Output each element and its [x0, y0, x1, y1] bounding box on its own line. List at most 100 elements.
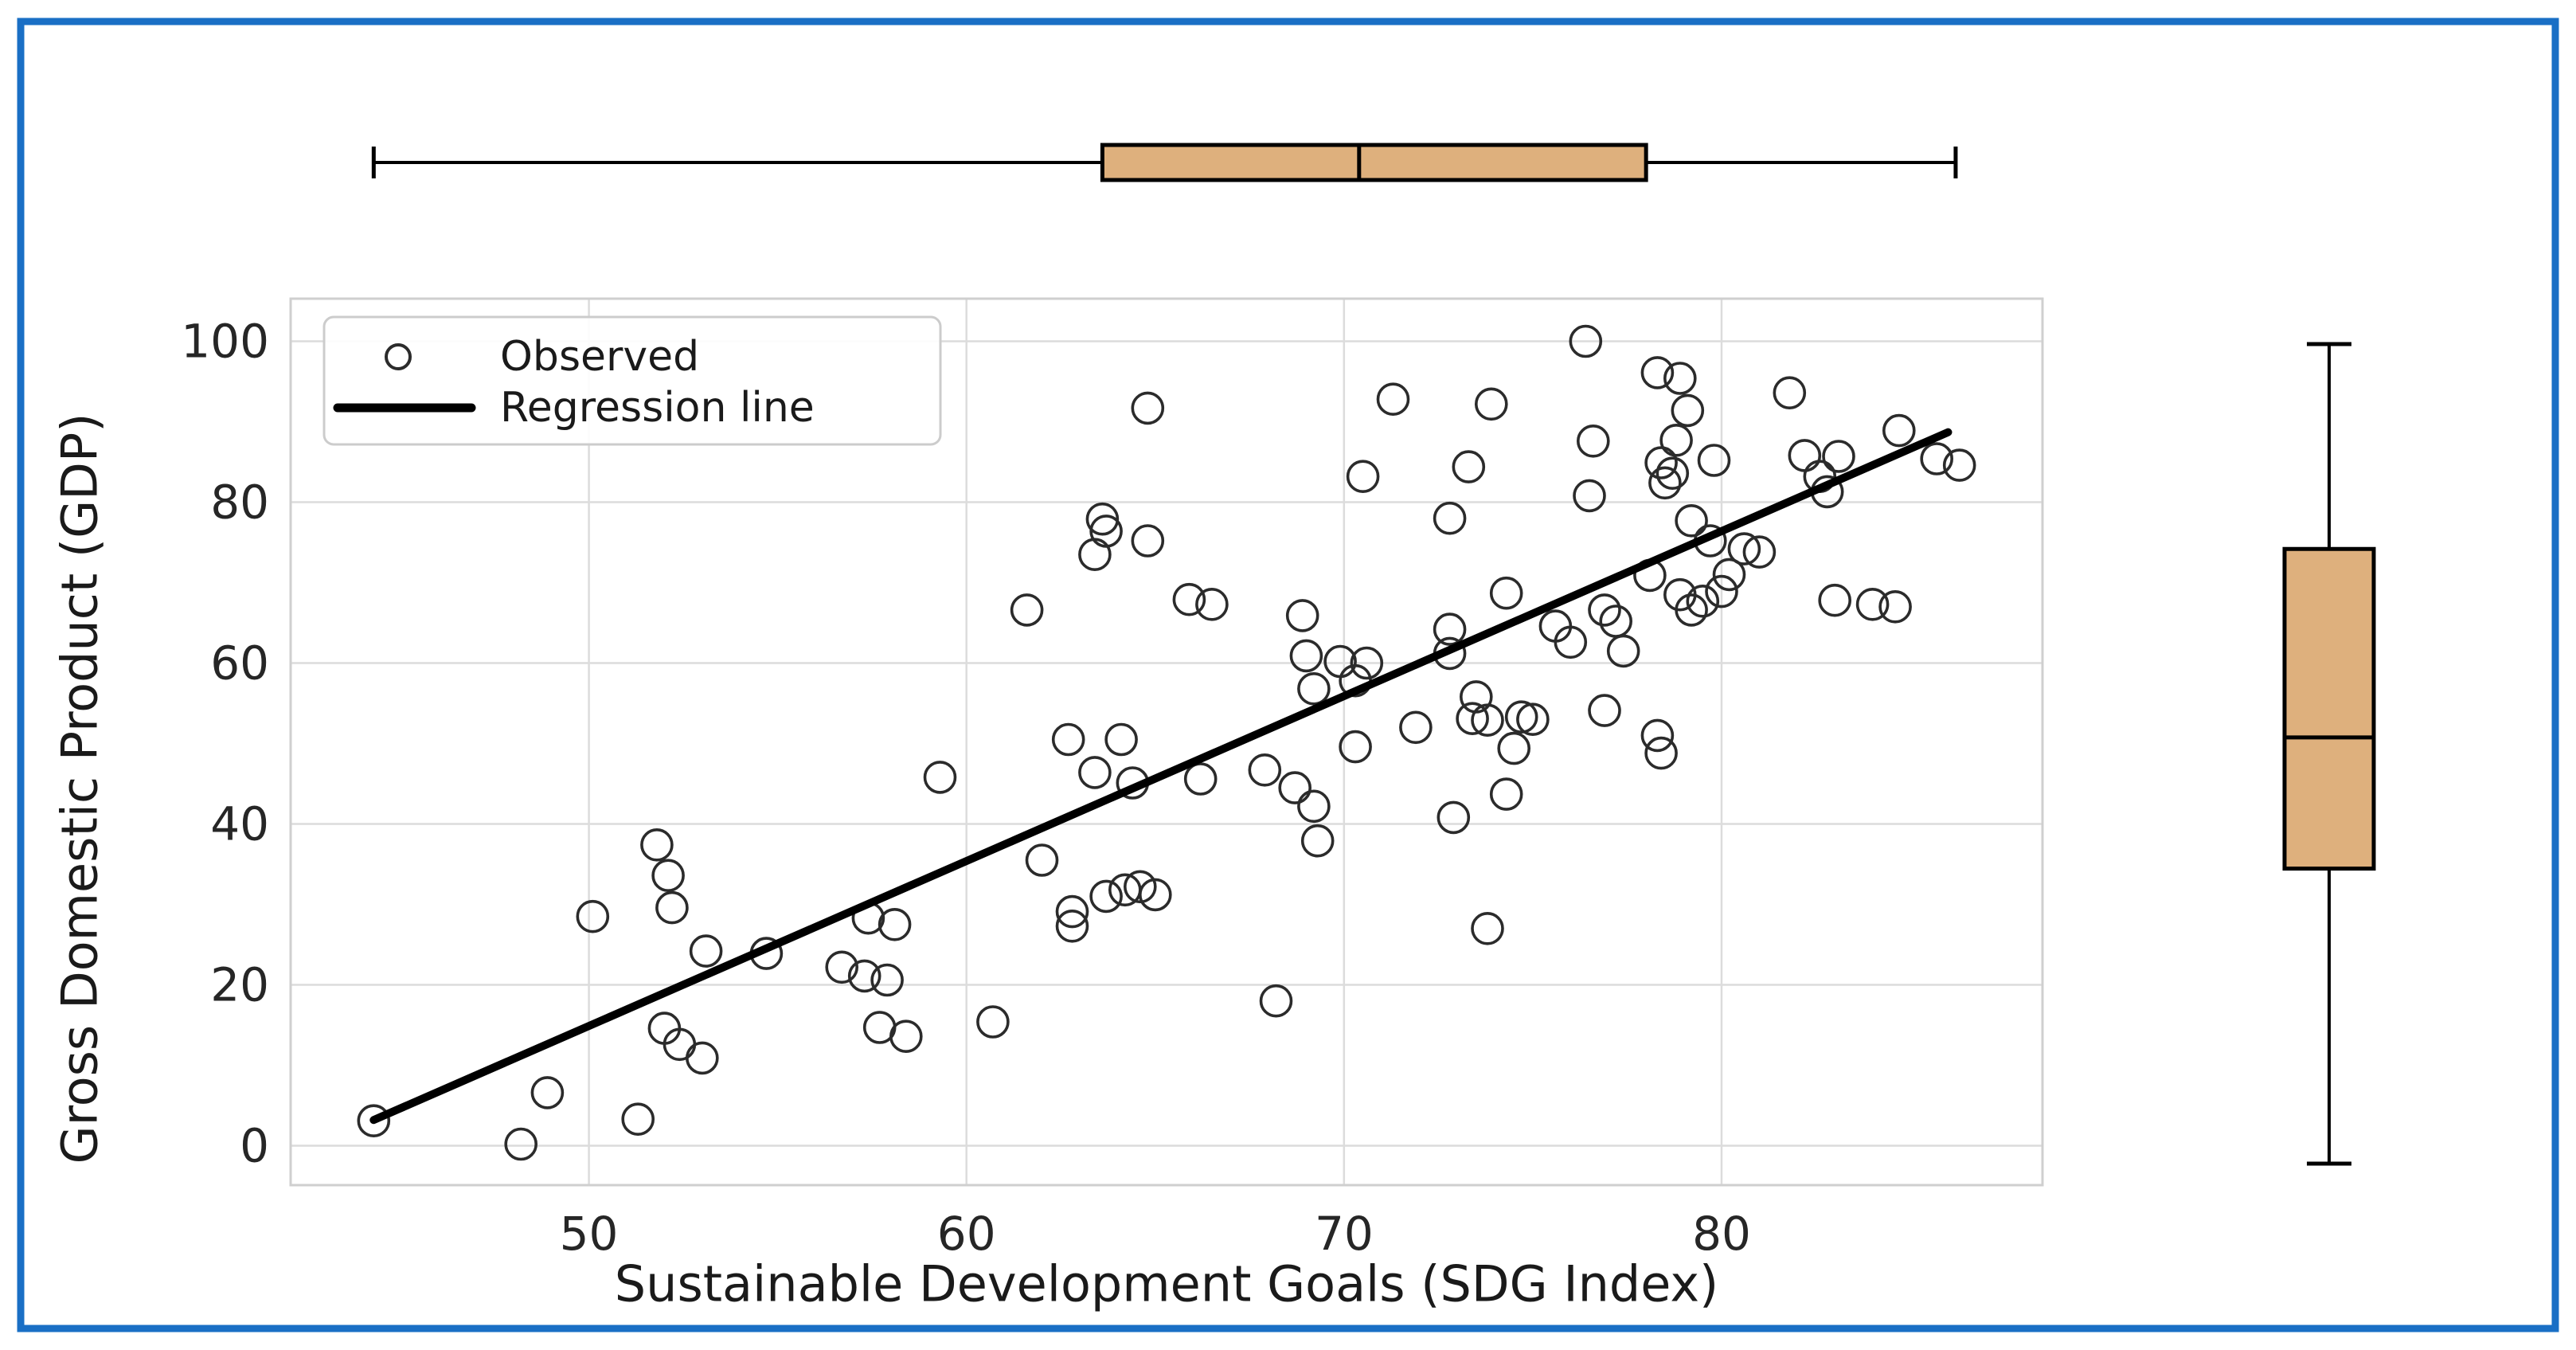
data-point — [1433, 612, 1467, 646]
data-point — [1055, 894, 1089, 929]
y-tick-label: 80 — [210, 475, 269, 530]
data-point — [651, 859, 685, 892]
box-iqr — [2282, 546, 2376, 871]
data-point — [923, 761, 957, 794]
figure-border — [17, 18, 2559, 1332]
data-point — [1399, 710, 1433, 745]
data-point — [1644, 446, 1678, 479]
data-point — [1089, 879, 1123, 914]
data-point — [1278, 771, 1311, 804]
data-point — [878, 908, 912, 941]
data-point — [1822, 440, 1855, 473]
data-point — [1675, 503, 1708, 538]
x-tick-label: 70 — [1315, 1207, 1374, 1261]
data-point — [1195, 587, 1229, 621]
data-point — [1606, 634, 1640, 668]
data-point — [1131, 524, 1165, 558]
data-point — [1686, 584, 1720, 618]
data-point — [1300, 824, 1335, 858]
data-point — [1640, 356, 1675, 389]
data-point — [1078, 756, 1112, 789]
data-point — [1554, 625, 1588, 659]
data-point — [1942, 448, 1976, 482]
data-point — [1139, 878, 1172, 912]
y-tick-label: 0 — [240, 1119, 269, 1173]
legend-regression-label: Regression line — [500, 384, 815, 432]
legend-observed-label: Observed — [500, 333, 699, 381]
data-point — [1471, 912, 1504, 945]
data-point — [1920, 442, 1953, 475]
axes-frame — [289, 297, 2044, 1187]
data-point — [847, 959, 881, 993]
right-boxplot — [2282, 342, 2376, 1166]
data-point — [1289, 639, 1323, 673]
data-point — [1663, 362, 1697, 395]
data-point — [870, 963, 904, 997]
data-point — [1878, 589, 1912, 624]
legend-observed-marker-icon — [385, 343, 412, 370]
data-point — [504, 1127, 538, 1161]
data-point — [1475, 387, 1508, 421]
data-point — [825, 950, 858, 984]
data-point — [1471, 703, 1504, 738]
y-tick-labels: 0 20 40 60 80 100 — [181, 315, 269, 1173]
data-point — [1489, 576, 1523, 610]
data-point — [640, 828, 674, 862]
y-axis-label: Gross Domestic Product (GDP) — [51, 413, 109, 1164]
data-point — [1437, 800, 1471, 835]
data-point — [1124, 870, 1157, 904]
data-point — [1705, 574, 1738, 608]
x-tick-labels: 50 60 70 80 — [560, 1207, 1751, 1261]
data-point — [1085, 502, 1120, 536]
data-point — [1339, 730, 1372, 764]
data-point — [1773, 376, 1807, 410]
data-point — [1433, 501, 1467, 535]
data-point — [1727, 532, 1761, 565]
data-point — [1346, 460, 1380, 494]
data-point — [655, 890, 689, 925]
data-point — [1504, 700, 1538, 734]
data-point — [1055, 910, 1089, 943]
regression-line — [369, 428, 1953, 1125]
data-point — [1131, 391, 1165, 425]
data-point — [1818, 583, 1851, 617]
data-point — [1788, 439, 1822, 472]
data-point — [1697, 444, 1731, 477]
data-point — [1350, 646, 1384, 680]
scatter-points — [357, 324, 1976, 1161]
x-tick-label: 60 — [937, 1207, 996, 1261]
data-point — [1742, 535, 1777, 569]
data-point — [1259, 984, 1293, 1018]
data-point — [1104, 722, 1138, 757]
y-tick-label: 40 — [210, 797, 269, 851]
data-point — [357, 1104, 391, 1137]
x-tick-label: 80 — [1692, 1207, 1751, 1261]
data-point — [1588, 593, 1621, 627]
data-point — [1516, 702, 1550, 737]
data-point — [1659, 423, 1693, 457]
data-point — [1855, 587, 1890, 621]
data-point — [1648, 466, 1682, 500]
data-point — [1376, 382, 1410, 417]
data-point — [1569, 324, 1603, 358]
data-point — [1489, 777, 1523, 811]
data-point — [1588, 694, 1621, 727]
data-point — [689, 934, 723, 968]
data-point — [1712, 558, 1746, 592]
data-point — [1497, 731, 1530, 765]
data-point — [889, 1019, 923, 1053]
data-point — [1297, 789, 1331, 824]
data-point — [1183, 762, 1218, 796]
data-point — [1644, 736, 1678, 770]
data-point — [1882, 413, 1916, 448]
box-iqr — [1100, 143, 1648, 182]
legend: Observed Regression line — [322, 315, 942, 446]
legend-box — [322, 315, 942, 446]
data-point — [1640, 718, 1675, 753]
data-point — [1010, 593, 1044, 627]
data-point — [1051, 722, 1085, 757]
data-point — [576, 899, 610, 933]
data-point — [1671, 393, 1705, 428]
data-point — [1285, 599, 1319, 632]
